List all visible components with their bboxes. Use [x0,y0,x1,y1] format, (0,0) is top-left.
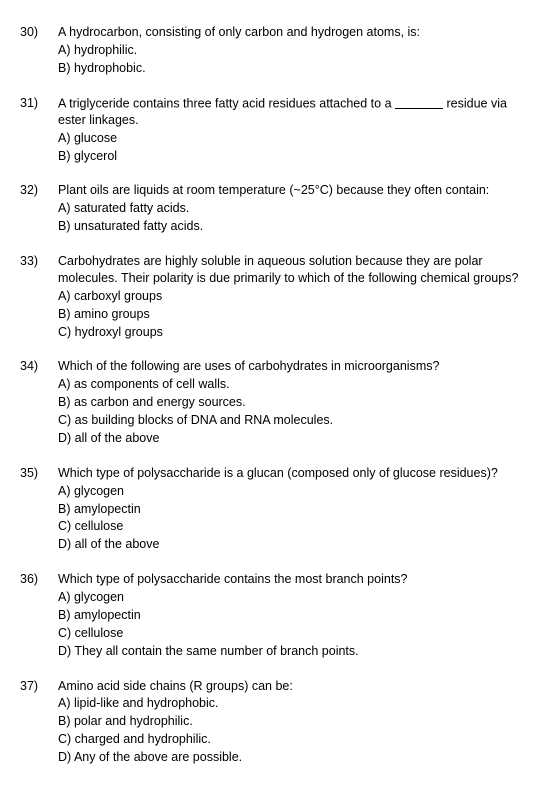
question: 34)Which of the following are uses of ca… [20,358,523,446]
answer-option: A) carboxyl groups [58,288,523,305]
question: 32)Plant oils are liquids at room temper… [20,182,523,235]
answer-option: D) all of the above [58,430,523,447]
answer-option: B) amino groups [58,306,523,323]
question: 36)Which type of polysaccharide contains… [20,571,523,659]
question-stem: A hydrocarbon, consisting of only carbon… [58,24,523,41]
question: 30)A hydrocarbon, consisting of only car… [20,24,523,77]
question-body: A triglyceride contains three fatty acid… [58,95,523,165]
question-body: Which type of polysaccharide is a glucan… [58,465,523,553]
question-stem: A triglyceride contains three fatty acid… [58,95,523,129]
answer-option: B) hydrophobic. [58,60,523,77]
question: 37)Amino acid side chains (R groups) can… [20,678,523,766]
blank-line [395,97,443,109]
answer-option: C) cellulose [58,518,523,535]
question-body: Amino acid side chains (R groups) can be… [58,678,523,766]
quiz-container: 30)A hydrocarbon, consisting of only car… [20,24,523,766]
answer-option: B) unsaturated fatty acids. [58,218,523,235]
question: 31)A triglyceride contains three fatty a… [20,95,523,165]
question-stem: Amino acid side chains (R groups) can be… [58,678,523,695]
question-number: 35) [20,465,58,553]
answer-option: C) charged and hydrophilic. [58,731,523,748]
answer-option: C) cellulose [58,625,523,642]
question-number: 31) [20,95,58,165]
answer-option: B) as carbon and energy sources. [58,394,523,411]
answer-option: A) glycogen [58,483,523,500]
answer-option: A) hydrophilic. [58,42,523,59]
question-body: Carbohydrates are highly soluble in aque… [58,253,523,340]
question-body: Which type of polysaccharide contains th… [58,571,523,659]
answer-option: A) lipid-like and hydrophobic. [58,695,523,712]
answer-option: A) glycogen [58,589,523,606]
question-number: 33) [20,253,58,340]
answer-option: A) glucose [58,130,523,147]
question-body: Plant oils are liquids at room temperatu… [58,182,523,235]
question-body: A hydrocarbon, consisting of only carbon… [58,24,523,77]
answer-option: A) saturated fatty acids. [58,200,523,217]
question-stem: Plant oils are liquids at room temperatu… [58,182,523,199]
question-number: 32) [20,182,58,235]
answer-option: C) hydroxyl groups [58,324,523,341]
answer-option: B) polar and hydrophilic. [58,713,523,730]
question-number: 34) [20,358,58,446]
question: 35)Which type of polysaccharide is a glu… [20,465,523,553]
question-stem: Which type of polysaccharide contains th… [58,571,523,588]
answer-option: B) amylopectin [58,607,523,624]
answer-option: D) They all contain the same number of b… [58,643,523,660]
question-number: 37) [20,678,58,766]
question-number: 36) [20,571,58,659]
question-stem: Which of the following are uses of carbo… [58,358,523,375]
answer-option: B) amylopectin [58,501,523,518]
question-stem: Which type of polysaccharide is a glucan… [58,465,523,482]
question: 33)Carbohydrates are highly soluble in a… [20,253,523,340]
question-body: Which of the following are uses of carbo… [58,358,523,446]
question-stem: Carbohydrates are highly soluble in aque… [58,253,523,287]
question-number: 30) [20,24,58,77]
answer-option: A) as components of cell walls. [58,376,523,393]
answer-option: B) glycerol [58,148,523,165]
answer-option: D) all of the above [58,536,523,553]
answer-option: C) as building blocks of DNA and RNA mol… [58,412,523,429]
answer-option: D) Any of the above are possible. [58,749,523,766]
